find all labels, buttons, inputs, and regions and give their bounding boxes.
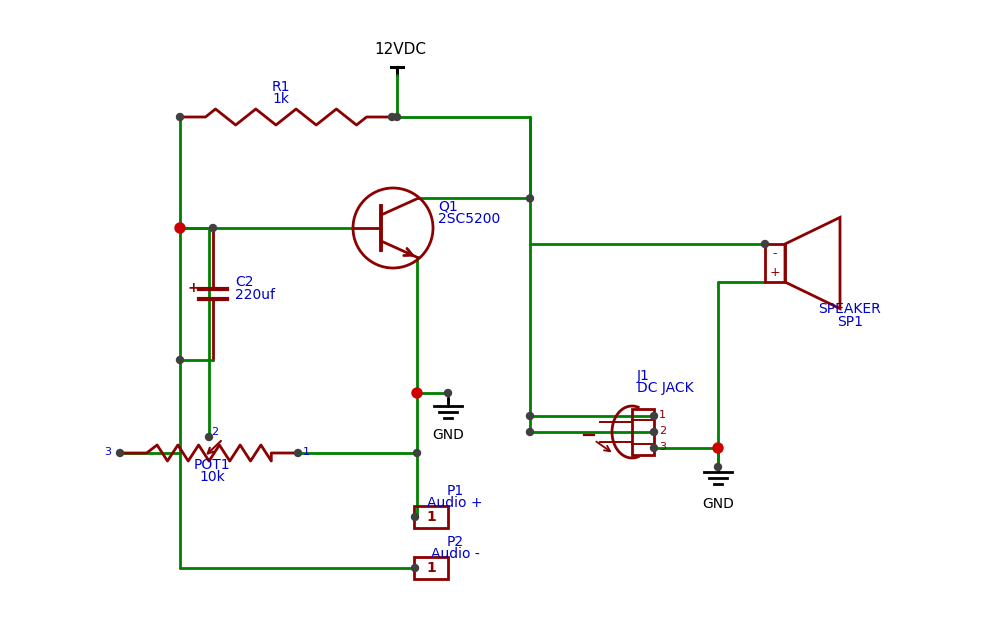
Text: DC JACK: DC JACK xyxy=(637,381,693,395)
Text: 1k: 1k xyxy=(272,92,289,106)
Bar xyxy=(632,409,654,455)
Text: 1: 1 xyxy=(426,510,436,524)
Bar xyxy=(765,244,785,282)
Circle shape xyxy=(389,114,396,120)
Text: SPEAKER: SPEAKER xyxy=(819,302,881,316)
Circle shape xyxy=(444,390,451,397)
Circle shape xyxy=(715,464,722,471)
Circle shape xyxy=(294,449,302,457)
Circle shape xyxy=(175,223,185,233)
Text: 12VDC: 12VDC xyxy=(374,42,426,57)
Text: 220uf: 220uf xyxy=(235,288,275,302)
Text: C2: C2 xyxy=(235,275,253,289)
Circle shape xyxy=(394,114,401,120)
Text: P2: P2 xyxy=(446,535,463,549)
Text: 3: 3 xyxy=(104,447,111,457)
Circle shape xyxy=(527,428,534,435)
Circle shape xyxy=(177,356,184,363)
Circle shape xyxy=(209,224,216,231)
Text: -: - xyxy=(773,248,777,260)
Circle shape xyxy=(411,565,418,572)
Text: Audio +: Audio + xyxy=(427,496,482,510)
Text: 1: 1 xyxy=(303,447,310,457)
Text: +: + xyxy=(187,281,199,295)
Text: 1: 1 xyxy=(659,410,666,420)
Text: GND: GND xyxy=(702,497,734,511)
Circle shape xyxy=(650,428,657,435)
Text: POT1: POT1 xyxy=(194,458,230,472)
Circle shape xyxy=(205,433,212,440)
Circle shape xyxy=(650,413,657,419)
Circle shape xyxy=(713,443,723,453)
Text: 10k: 10k xyxy=(199,470,225,484)
Text: SP1: SP1 xyxy=(837,315,863,329)
Circle shape xyxy=(117,449,124,457)
Text: Audio -: Audio - xyxy=(430,547,479,561)
Circle shape xyxy=(527,195,534,202)
Circle shape xyxy=(177,114,184,120)
Text: GND: GND xyxy=(432,428,464,442)
Text: 2: 2 xyxy=(659,426,666,436)
Text: 2: 2 xyxy=(211,427,218,437)
Text: 2SC5200: 2SC5200 xyxy=(438,212,500,226)
Circle shape xyxy=(412,388,422,398)
Text: P1: P1 xyxy=(446,484,463,498)
Text: R1: R1 xyxy=(271,80,290,94)
Text: J1: J1 xyxy=(637,369,650,383)
Text: +: + xyxy=(770,266,780,278)
Text: Q1: Q1 xyxy=(438,199,457,213)
Circle shape xyxy=(762,240,769,248)
Circle shape xyxy=(650,444,657,451)
Text: 1: 1 xyxy=(426,561,436,575)
Text: 3: 3 xyxy=(659,442,666,452)
Circle shape xyxy=(411,514,418,520)
Circle shape xyxy=(527,413,534,419)
Circle shape xyxy=(413,449,420,457)
